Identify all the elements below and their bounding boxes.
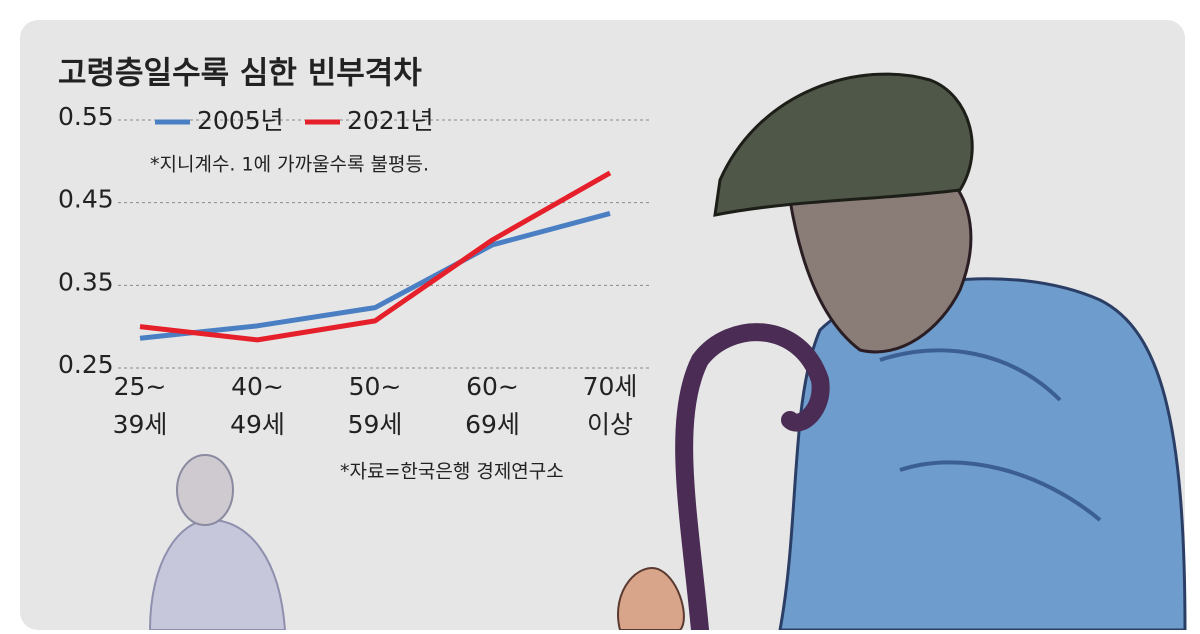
series-line bbox=[139, 170, 612, 343]
legend-label: 2005년 bbox=[197, 106, 284, 135]
chart-title: 고령층일수록 심한 빈부격차 bbox=[58, 56, 422, 92]
series-line bbox=[139, 210, 611, 341]
illustration bbox=[148, 72, 1187, 634]
x-tick-label: 40~ bbox=[231, 372, 284, 401]
y-tick-label: 0.25 bbox=[58, 350, 114, 379]
x-tick-label: 70세 bbox=[583, 372, 638, 401]
x-tick-label: 이상 bbox=[587, 410, 633, 439]
x-tick-label: 59세 bbox=[348, 410, 403, 439]
y-tick-label: 0.35 bbox=[58, 267, 114, 296]
x-tick-label: 25~ bbox=[114, 372, 167, 401]
legend-label: 2021년 bbox=[347, 106, 434, 135]
x-tick-label: 49세 bbox=[230, 410, 285, 439]
source: *자료=한국은행 경제연구소 bbox=[340, 461, 564, 483]
y-tick-label: 0.55 bbox=[58, 102, 114, 131]
x-tick-label: 60~ bbox=[466, 372, 519, 401]
x-tick-label: 50~ bbox=[349, 372, 402, 401]
x-tick-label: 39세 bbox=[113, 410, 168, 439]
note: *지니계수. 1에 가까울수록 불평등. bbox=[150, 154, 429, 176]
y-tick-label: 0.45 bbox=[58, 185, 114, 214]
x-tick-label: 69세 bbox=[465, 410, 520, 439]
